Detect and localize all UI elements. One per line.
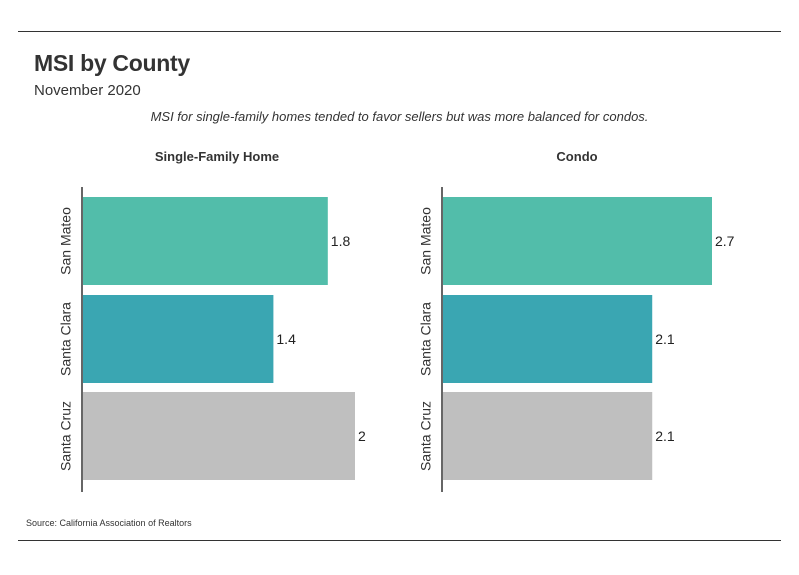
category-label-santa-clara: Santa Clara bbox=[58, 302, 74, 376]
bottom-rule bbox=[18, 540, 781, 541]
panel-single-family: Single-Family Home 1.8 San Mateo 1.4 Santa C… bbox=[58, 149, 366, 492]
data-label-santa-cruz: 2 bbox=[358, 428, 366, 444]
bar-santa-clara bbox=[83, 295, 274, 383]
bar-santa-clara bbox=[443, 295, 653, 383]
data-label-santa-clara: 1.4 bbox=[276, 331, 296, 347]
panel-condo: Condo 2.7 San Mateo 2.1 Santa Clara 2.1 Santa … bbox=[418, 149, 735, 492]
bar-san-mateo bbox=[443, 197, 712, 285]
bar-santa-cruz bbox=[83, 392, 355, 480]
category-label-santa-cruz: Santa Cruz bbox=[58, 401, 74, 471]
category-label-san-mateo: San Mateo bbox=[58, 207, 74, 275]
category-label-santa-cruz: Santa Cruz bbox=[418, 401, 434, 471]
top-rule bbox=[18, 31, 781, 32]
category-label-santa-clara: Santa Clara bbox=[418, 302, 434, 376]
data-label-santa-cruz: 2.1 bbox=[655, 428, 675, 444]
bar-santa-cruz bbox=[443, 392, 653, 480]
data-label-santa-clara: 2.1 bbox=[655, 331, 675, 347]
chart-subtitle: November 2020 bbox=[34, 82, 141, 99]
category-label-san-mateo: San Mateo bbox=[418, 207, 434, 275]
bar-san-mateo bbox=[83, 197, 328, 285]
panel-title: Single-Family Home bbox=[155, 149, 279, 164]
chart-note: MSI for single-family homes tended to fa… bbox=[150, 109, 649, 124]
data-label-san-mateo: 2.7 bbox=[715, 233, 735, 249]
chart-title: MSI by County bbox=[34, 50, 190, 76]
source-note: Source: California Association of Realto… bbox=[26, 518, 192, 528]
panel-title: Condo bbox=[556, 149, 597, 164]
data-label-san-mateo: 1.8 bbox=[331, 233, 351, 249]
